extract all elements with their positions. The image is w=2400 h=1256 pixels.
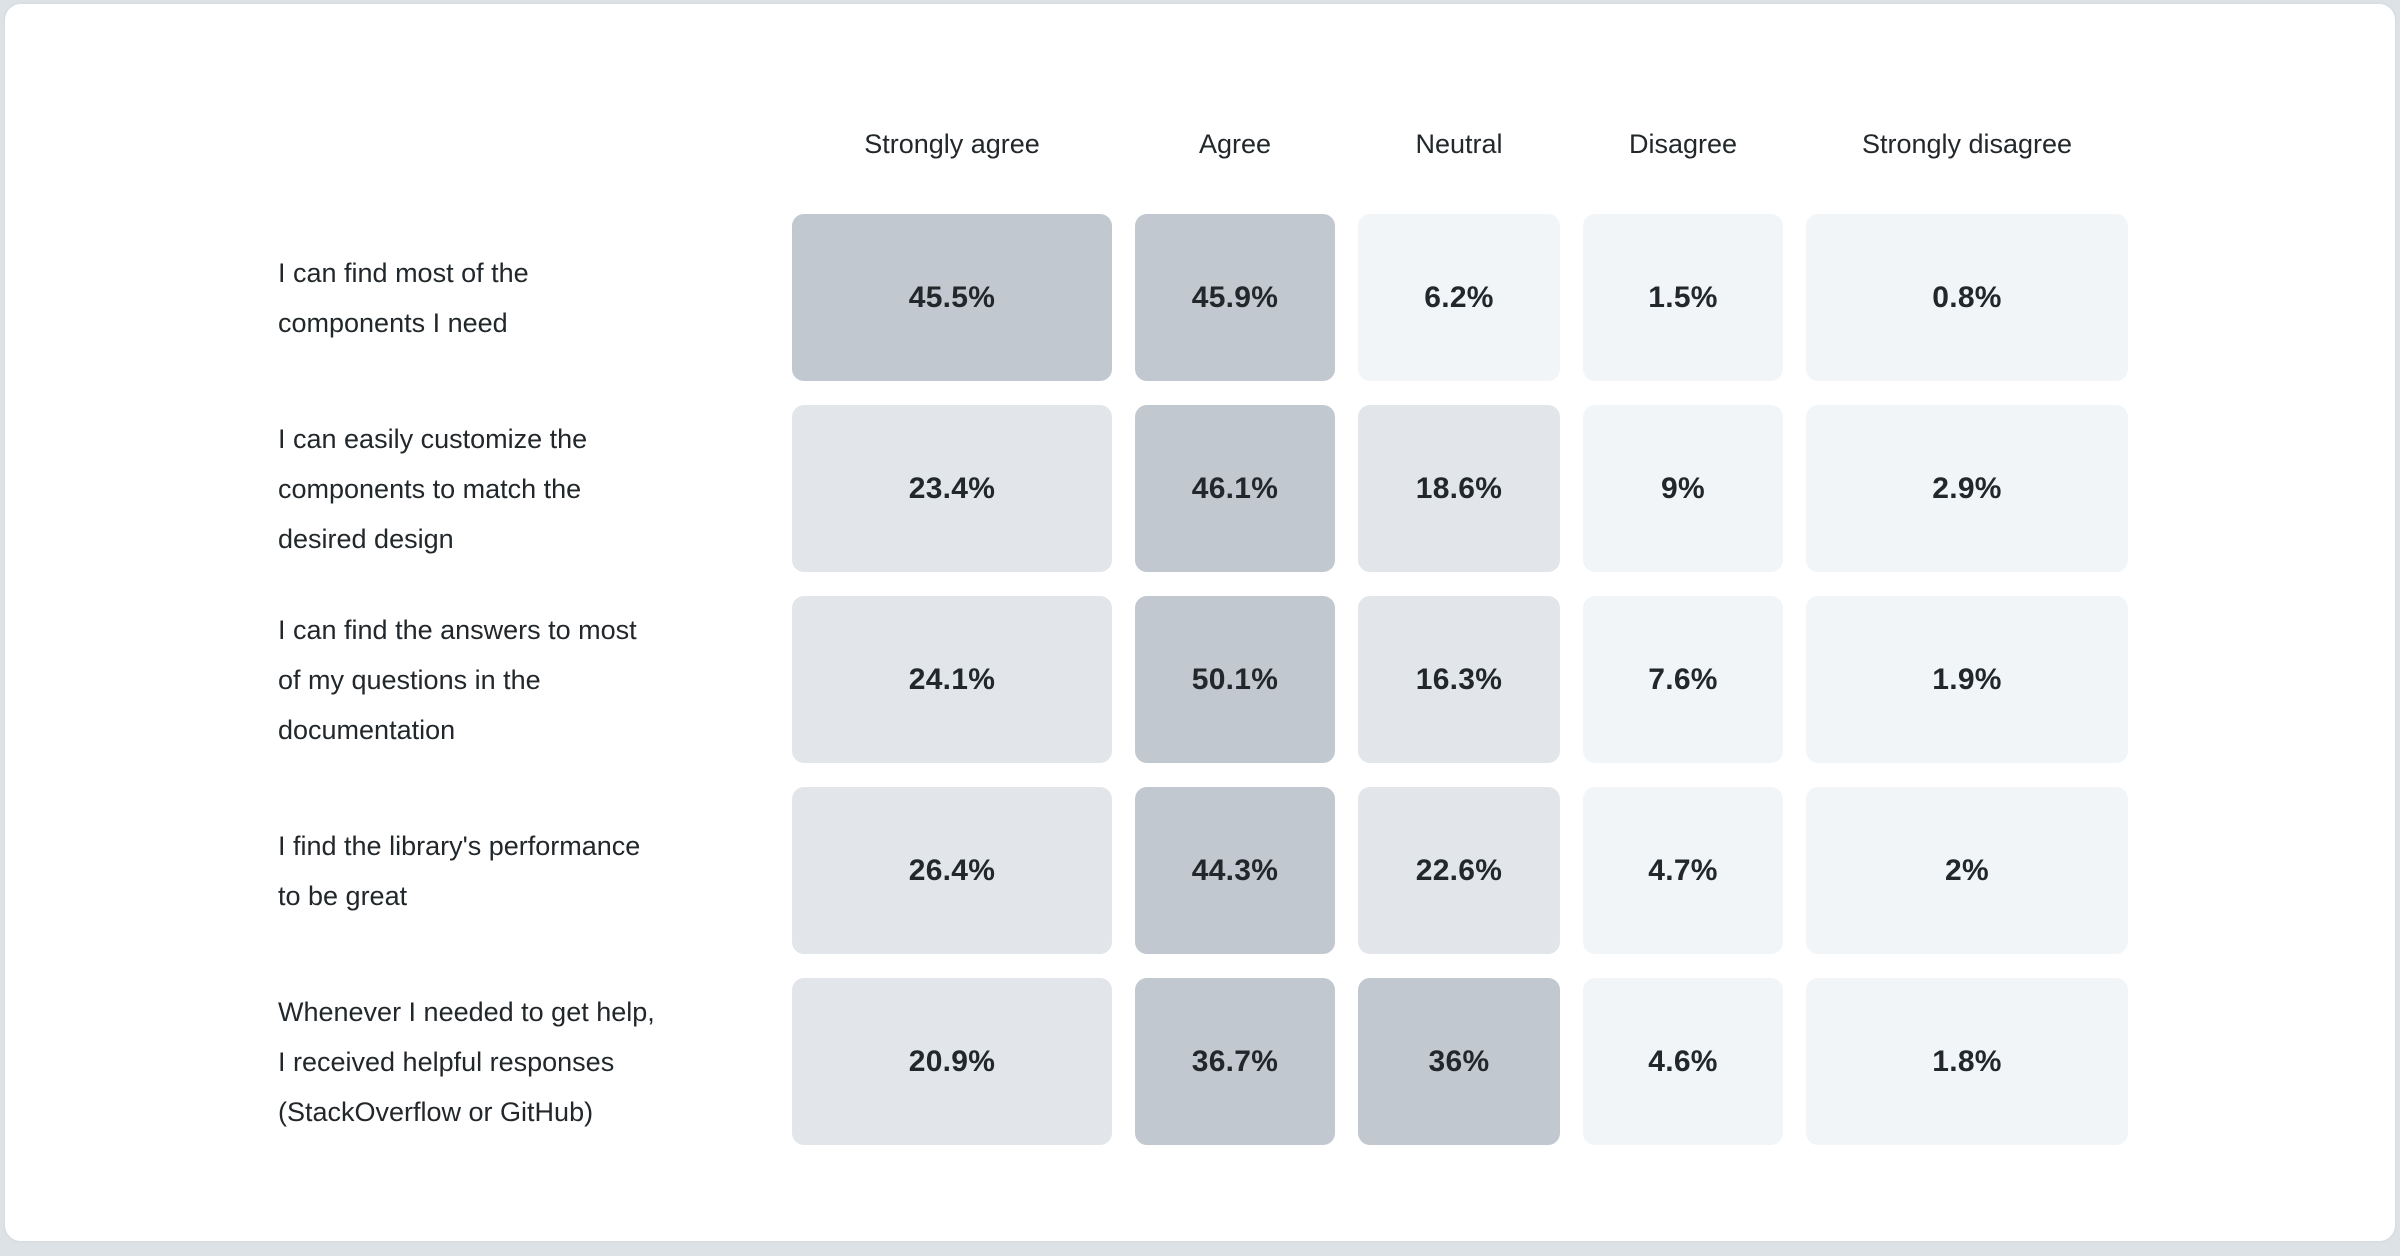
heatmap-cell: 16.3% bbox=[1358, 596, 1560, 763]
heatmap-cell: 46.1% bbox=[1135, 405, 1335, 572]
column-header-agree: Agree bbox=[1198, 129, 1272, 159]
heatmap-cell: 2.9% bbox=[1806, 405, 2128, 572]
survey-question-label: I find the library's performance to be g… bbox=[278, 830, 641, 911]
heatmap-cell: 36.7% bbox=[1135, 978, 1335, 1145]
heatmap-cell: 6.2% bbox=[1358, 214, 1560, 381]
corner-spacer bbox=[278, 4, 769, 190]
heatmap-cell: 45.5% bbox=[792, 214, 1112, 381]
column-header-disagree: Disagree bbox=[1628, 129, 1738, 159]
survey-question-label: I can find most of the components I need bbox=[278, 257, 529, 338]
heatmap-cell: 23.4% bbox=[792, 405, 1112, 572]
heatmap-cell: 36% bbox=[1358, 978, 1560, 1145]
heatmap-cell: 7.6% bbox=[1583, 596, 1783, 763]
heatmap-cell: 44.3% bbox=[1135, 787, 1335, 954]
heatmap-cell: 9% bbox=[1583, 405, 1783, 572]
survey-question-label: I can easily customize the components to… bbox=[278, 423, 588, 554]
heatmap-cell: 4.7% bbox=[1583, 787, 1783, 954]
heatmap-cell: 50.1% bbox=[1135, 596, 1335, 763]
survey-question-label: Whenever I needed to get help, I receive… bbox=[278, 996, 655, 1127]
heatmap-cell: 1.9% bbox=[1806, 596, 2128, 763]
heatmap-cell: 0.8% bbox=[1806, 214, 2128, 381]
heatmap-cell: 18.6% bbox=[1358, 405, 1560, 572]
survey-results-card: Strongly agree Agree Neutral Disagree Strong… bbox=[3, 2, 2397, 1243]
likert-heatmap: Strongly agree Agree Neutral Disagree Strong… bbox=[278, 4, 2128, 1145]
heatmap-cell: 24.1% bbox=[792, 596, 1112, 763]
heatmap-cell: 4.6% bbox=[1583, 978, 1783, 1145]
column-header-strongly-disagree: Strongly disagree bbox=[1861, 129, 2073, 159]
heatmap-cell: 26.4% bbox=[792, 787, 1112, 954]
heatmap-cell: 45.9% bbox=[1135, 214, 1335, 381]
survey-question-label: I can find the answers to most of my que… bbox=[278, 614, 637, 745]
heatmap-cell: 22.6% bbox=[1358, 787, 1560, 954]
heatmap-cell: 1.8% bbox=[1806, 978, 2128, 1145]
column-header-strongly-agree: Strongly agree bbox=[864, 129, 1040, 159]
heatmap-cell: 2% bbox=[1806, 787, 2128, 954]
column-header-neutral: Neutral bbox=[1415, 129, 1503, 159]
heatmap-cell: 20.9% bbox=[792, 978, 1112, 1145]
heatmap-cell: 1.5% bbox=[1583, 214, 1783, 381]
